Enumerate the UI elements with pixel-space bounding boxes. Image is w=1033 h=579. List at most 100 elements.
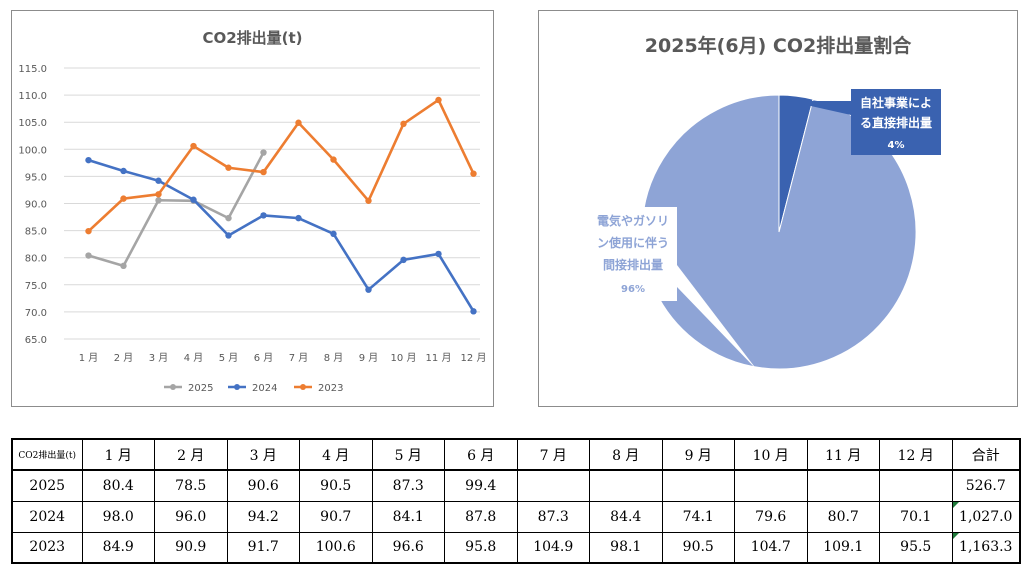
data-point-2025 <box>155 197 162 204</box>
table-column-header: 2 月 <box>154 438 228 471</box>
table-cell: 95.8 <box>444 531 518 564</box>
callout-box <box>851 89 941 155</box>
table-cell: 80.7 <box>806 500 880 533</box>
table-cell: 100.6 <box>299 531 373 564</box>
table-cell: 87.3 <box>516 500 590 533</box>
table-total-cell: 526.7 <box>951 469 1021 502</box>
line-chart-panel: CO2排出量(t) 115.0 110.0 105.0 100.0 95.0 90.0 85… <box>11 10 494 407</box>
data-point-2025 <box>85 252 92 259</box>
line-chart: 115.0 110.0 105.0 100.0 95.0 90.0 85.0 80.0 75.0… <box>18 64 486 394</box>
table-cell: 74.1 <box>661 500 735 533</box>
pie-chart-panel: 2025年(6月) CO2排出量割合 自社事業によ る直接排出量 4% 電気やガソリン… <box>538 10 1018 407</box>
series-line-2023 <box>87 98 475 233</box>
pie-slice <box>641 94 917 370</box>
data-point-2023 <box>155 191 162 198</box>
table-cell: 84.1 <box>371 500 445 533</box>
legend-marker-2025 <box>170 384 176 390</box>
legend-label: 2024 <box>252 383 277 394</box>
data-point-2023 <box>225 164 232 171</box>
table-corner-header: CO2排出量(t) <box>11 438 83 471</box>
x-tick-label: 9 月 <box>359 352 379 364</box>
table-cell: 84.4 <box>589 500 663 533</box>
slice-label: 自社事業によ <box>860 95 932 110</box>
data-point-2024 <box>190 196 197 203</box>
data-point-2024 <box>330 230 337 238</box>
x-tick-label: 11 月 <box>426 352 452 364</box>
error-indicator-icon <box>952 501 959 508</box>
slice-label: ン使用に伴う <box>597 235 669 250</box>
slice-label: る直接排出量 <box>860 115 932 130</box>
table-column-header: 8 月 <box>589 438 663 471</box>
data-point-2023 <box>190 142 197 150</box>
x-tick-label: 3 月 <box>149 352 169 364</box>
table-column-header: 4 月 <box>299 438 373 471</box>
y-tick-label: 85.0 <box>25 227 47 238</box>
table-cell: 78.5 <box>154 469 228 502</box>
table-row: 2025 80.4 78.5 90.6 90.5 87.3 99.4 526.7 <box>11 469 1021 502</box>
data-point-2024 <box>435 250 442 258</box>
line-chart-title: CO2排出量(t) <box>202 29 303 47</box>
series-line-2024 <box>88 158 475 313</box>
table-column-header: 9 月 <box>661 438 735 471</box>
table-cell: 90.7 <box>299 500 373 533</box>
table-column-header: 12 月 <box>879 438 953 471</box>
y-tick-label: 115.0 <box>18 64 47 75</box>
legend-marker-2023 <box>300 384 306 390</box>
table-cell: 70.1 <box>879 500 953 533</box>
x-tick-label: 6 月 <box>254 352 274 364</box>
table-cell: 99.4 <box>444 469 518 502</box>
table-cell: 104.9 <box>516 531 590 564</box>
data-point-2023 <box>120 195 127 202</box>
table-column-header: 7 月 <box>516 438 590 471</box>
data-point-2023 <box>400 120 407 128</box>
table-cell: 79.6 <box>734 500 808 533</box>
table-cell: 91.7 <box>226 531 300 564</box>
callout-pointer <box>788 101 851 115</box>
data-point-2023 <box>260 168 267 176</box>
table-cell: 80.4 <box>81 469 155 502</box>
x-tick-label: 2 月 <box>114 352 134 364</box>
table-cell <box>661 469 735 502</box>
y-tick-label: 65.0 <box>25 335 47 346</box>
table-cell: 104.7 <box>734 531 808 564</box>
table-cell <box>516 469 590 502</box>
table-column-header: 合計 <box>951 438 1021 471</box>
x-tick-label: 10 月 <box>391 352 417 364</box>
table-cell: 87.3 <box>371 469 445 502</box>
data-point-2024 <box>365 286 372 293</box>
data-point-2024 <box>120 167 127 175</box>
table-total-cell: 1,163.3 <box>951 531 1021 564</box>
x-tick-label: 4 月 <box>184 352 204 364</box>
table-cell: 84.9 <box>81 531 155 564</box>
table-cell: 95.5 <box>879 531 953 564</box>
table-column-header: 6 月 <box>444 438 518 471</box>
table-row-year: 2025 <box>11 469 83 502</box>
data-point-2024 <box>85 156 92 164</box>
x-tick-label: 5 月 <box>219 352 239 364</box>
data-point-2025 <box>120 262 127 270</box>
series-line-2025 <box>88 151 265 268</box>
y-tick-label: 90.0 <box>25 200 47 211</box>
data-point-2024 <box>225 232 232 239</box>
table-cell: 94.2 <box>226 500 300 533</box>
legend-label: 2025 <box>188 383 213 394</box>
table-cell: 109.1 <box>806 531 880 564</box>
table-cell: 96.6 <box>371 531 445 564</box>
y-tick-label: 80.0 <box>25 254 47 265</box>
data-point-2023 <box>85 227 92 235</box>
table-cell <box>806 469 880 502</box>
data-point-2024 <box>155 177 162 184</box>
pie-chart-title: 2025年(6月) CO2排出量割合 <box>644 35 912 57</box>
table-column-header: 5 月 <box>371 438 445 471</box>
table-cell: 98.1 <box>589 531 663 564</box>
table-row-year: 2024 <box>11 500 83 533</box>
table-total-cell: 1,027.0 <box>951 500 1021 533</box>
data-point-2023 <box>470 170 477 177</box>
table-column-header: 10 月 <box>734 438 808 471</box>
slice-percent-label: 96% <box>621 284 645 295</box>
callout-box <box>589 207 677 301</box>
error-indicator-icon <box>952 532 959 539</box>
data-point-2024 <box>470 308 477 315</box>
